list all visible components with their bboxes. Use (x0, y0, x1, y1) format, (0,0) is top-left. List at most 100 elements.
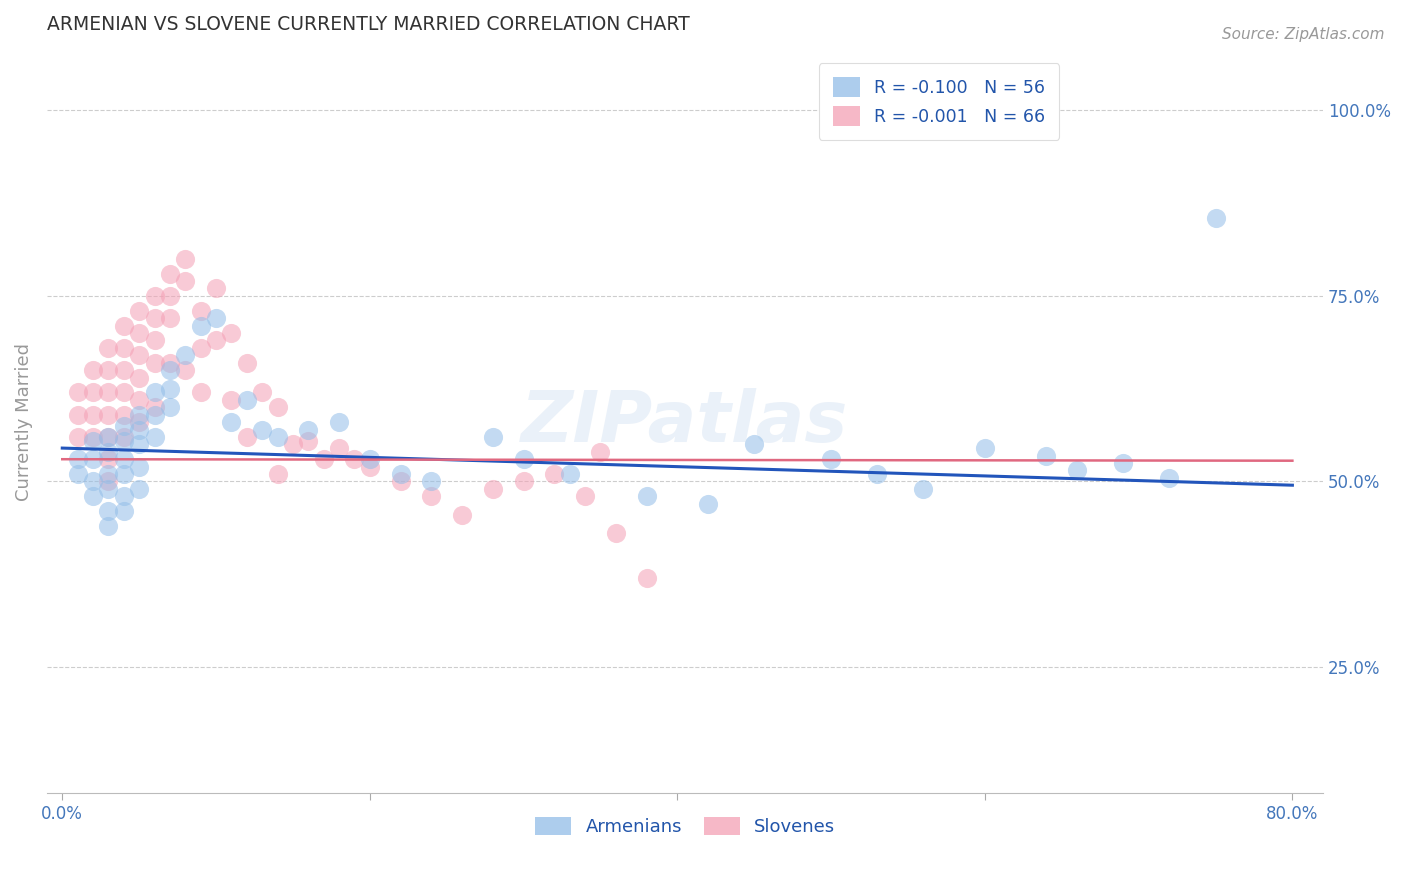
Point (190, 303, 212, 318)
Point (312, 452, 335, 467)
Point (328, 441, 350, 455)
Point (97, 341, 120, 355)
Point (143, 311, 166, 326)
Point (112, 452, 135, 467)
Point (359, 452, 381, 467)
Point (190, 318, 212, 333)
Point (97, 408, 120, 422)
Point (190, 341, 212, 355)
Point (589, 444, 612, 458)
Point (205, 311, 228, 326)
Point (82, 489, 104, 503)
Point (574, 489, 596, 503)
Point (112, 489, 135, 503)
Point (143, 334, 166, 348)
Point (742, 437, 765, 451)
Point (512, 475, 534, 489)
Point (128, 415, 150, 429)
Point (236, 356, 259, 370)
Text: Source: ZipAtlas.com: Source: ZipAtlas.com (1222, 27, 1385, 42)
Point (190, 385, 212, 400)
Point (128, 459, 150, 474)
Point (159, 401, 181, 415)
Point (143, 289, 166, 303)
Point (97, 475, 120, 489)
Y-axis label: Currently Married: Currently Married (15, 343, 32, 501)
Point (128, 303, 150, 318)
Point (112, 408, 135, 422)
Point (112, 318, 135, 333)
Point (359, 459, 381, 474)
Point (1205, 211, 1227, 225)
Point (389, 475, 412, 489)
Point (82, 408, 104, 422)
Point (128, 437, 150, 451)
Point (174, 348, 197, 362)
Point (143, 385, 166, 400)
Point (128, 408, 150, 422)
Point (236, 430, 259, 444)
Point (866, 467, 889, 481)
Point (128, 392, 150, 407)
Point (205, 281, 228, 295)
Text: ZIPatlas: ZIPatlas (522, 388, 849, 457)
Point (1066, 463, 1088, 477)
Point (636, 489, 658, 503)
Point (912, 482, 935, 496)
Point (128, 348, 150, 362)
Point (221, 326, 243, 340)
Point (820, 452, 842, 467)
Point (66, 430, 89, 444)
Point (636, 571, 658, 585)
Point (1035, 449, 1057, 463)
Point (82, 452, 104, 467)
Point (82, 385, 104, 400)
Point (128, 326, 150, 340)
Point (128, 423, 150, 437)
Point (97, 430, 120, 444)
Point (159, 289, 181, 303)
Point (143, 401, 166, 415)
Point (97, 385, 120, 400)
Point (297, 434, 319, 448)
Point (605, 526, 627, 541)
Point (97, 444, 120, 458)
Point (66, 408, 89, 422)
Point (250, 385, 273, 400)
Point (97, 363, 120, 377)
Point (97, 482, 120, 496)
Point (97, 452, 120, 467)
Point (543, 467, 565, 481)
Point (205, 334, 228, 348)
Point (266, 430, 288, 444)
Point (451, 508, 474, 522)
Point (1112, 456, 1135, 470)
Point (174, 363, 197, 377)
Point (143, 430, 166, 444)
Point (236, 392, 259, 407)
Point (558, 467, 581, 481)
Point (82, 363, 104, 377)
Point (66, 452, 89, 467)
Point (82, 475, 104, 489)
Point (97, 467, 120, 481)
Point (973, 441, 995, 455)
Point (1159, 471, 1181, 485)
Point (221, 392, 243, 407)
Point (112, 341, 135, 355)
Point (266, 467, 288, 481)
Point (66, 467, 89, 481)
Point (128, 370, 150, 384)
Point (97, 504, 120, 518)
Point (112, 385, 135, 400)
Point (112, 430, 135, 444)
Point (97, 519, 120, 533)
Point (266, 401, 288, 415)
Point (482, 482, 505, 496)
Point (343, 452, 366, 467)
Point (174, 252, 197, 266)
Point (159, 356, 181, 370)
Point (174, 274, 197, 288)
Point (112, 418, 135, 433)
Point (66, 385, 89, 400)
